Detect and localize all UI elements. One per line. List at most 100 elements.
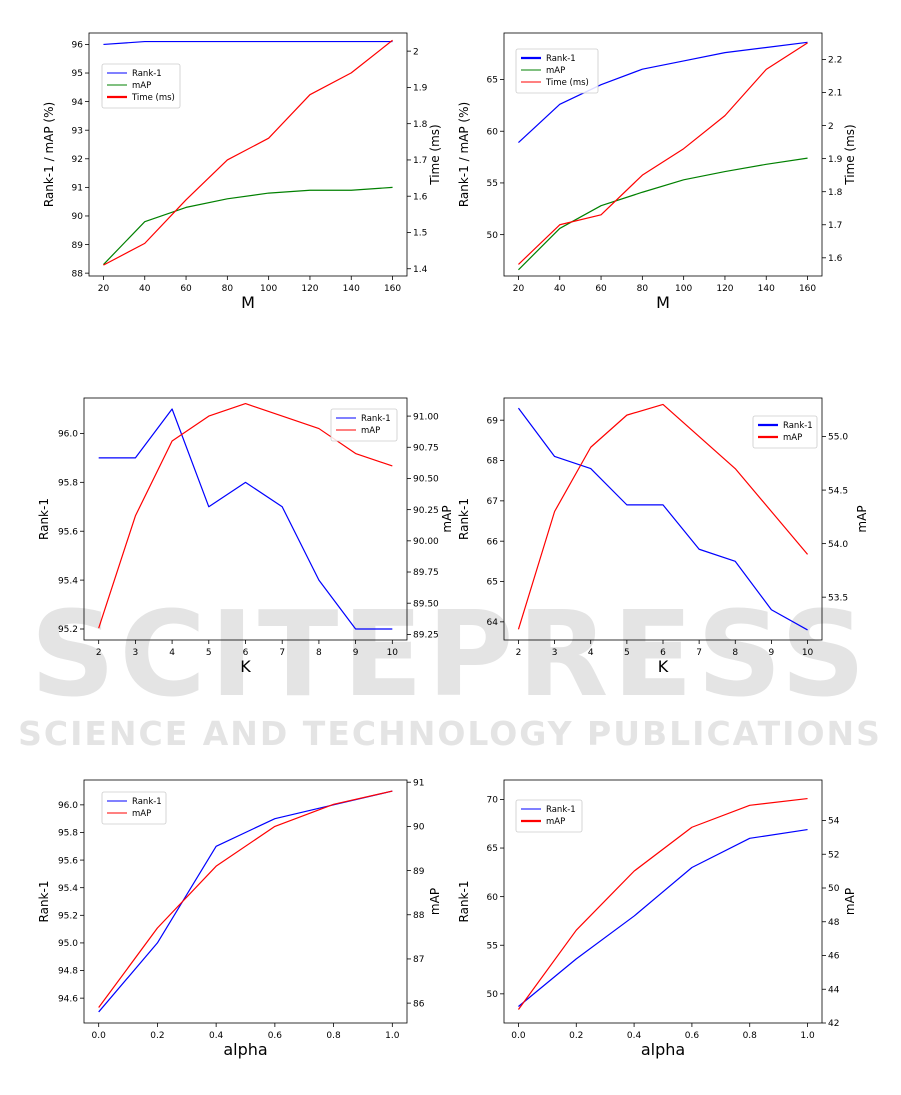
x-tick-label: 2 xyxy=(516,648,522,658)
y-tick-label: 95.4 xyxy=(58,884,78,894)
y2-tick-label: 52 xyxy=(828,850,839,860)
x-tick-label: 20 xyxy=(98,284,110,294)
chart-panels: 20 40 60 80 100 120 140 1608889909192939495961.… xyxy=(37,32,869,1059)
legend-label: mAP xyxy=(361,426,380,436)
y2-tick-label: 55.0 xyxy=(828,433,848,443)
y-axis-label: Rank-1 xyxy=(457,498,471,540)
x-tick-label: 60 xyxy=(595,284,607,294)
series-line-2 xyxy=(98,403,393,629)
y-tick-label: 91 xyxy=(72,184,83,194)
y2-tick-label: 1.9 xyxy=(828,155,843,165)
y-tick-label: 55 xyxy=(487,179,498,189)
y2-tick-label: 1.8 xyxy=(828,188,843,198)
y-tick-label: 68 xyxy=(487,457,499,467)
y2-tick-label: 89.25 xyxy=(413,631,439,641)
y-tick-label: 95.6 xyxy=(58,856,78,866)
y2-axis-label: mAP xyxy=(428,888,442,915)
chart-panel-2: 20 40 60 80 100 120 140 160 50 55 60 65 1.6 1.7 1.8 1.9… xyxy=(457,32,857,312)
x-tick-label: 0.0 xyxy=(511,1031,526,1041)
y-tick-label: 93 xyxy=(72,126,83,136)
x-axis-label: K xyxy=(240,657,251,676)
x-tick-label: 0.4 xyxy=(209,1031,224,1041)
legend-box xyxy=(330,408,398,442)
series-line-1 xyxy=(98,408,393,630)
legend-label: mAP xyxy=(783,433,802,443)
y2-tick-label: 86 xyxy=(413,999,425,1009)
x-tick-label: 140 xyxy=(343,284,360,294)
y-tick-label: 95 xyxy=(72,69,83,79)
legend-label: Time (ms) xyxy=(131,93,175,103)
x-tick-label: 1.0 xyxy=(800,1031,815,1041)
x-tick-label: 8 xyxy=(316,648,322,658)
y2-axis-label: mAP xyxy=(843,888,857,915)
x-tick-label: 160 xyxy=(384,284,401,294)
x-tick-label: 60 xyxy=(180,284,192,294)
x-tick-label: 3 xyxy=(133,648,139,658)
x-tick-label: 3 xyxy=(552,648,558,658)
y2-tick-label: 54.5 xyxy=(828,486,848,496)
chart-panel-5: 0.0 0.2 0.4 0.6 0.8 1.0 94.6 94.8 95.0 95.2 95.4 95… xyxy=(37,778,442,1059)
x-tick-label: 10 xyxy=(387,648,399,658)
x-tick-label: 2 xyxy=(96,648,102,658)
y2-tick-label: 88 xyxy=(413,911,425,921)
y2-tick-label: 44 xyxy=(828,985,840,995)
chart-panel-4: 2 3 4 5 6 7 8 9 1064656667686953.554.054.555.0KR… xyxy=(457,397,869,676)
y2-tick-label: 54.0 xyxy=(828,540,848,550)
y-axis-label: Rank-1 / mAP (%) xyxy=(42,102,56,207)
x-tick-label: 120 xyxy=(301,284,318,294)
y2-axis-label: Time (ms) xyxy=(428,124,442,186)
series-line-3 xyxy=(103,39,393,266)
legend-label: Rank-1 xyxy=(783,421,813,431)
y2-tick-label: 1.8 xyxy=(413,120,428,130)
plot-frame xyxy=(83,779,408,1024)
x-tick-label: 9 xyxy=(353,648,359,658)
y-axis-label: Rank-1 xyxy=(37,881,51,923)
watermark: SCITEPRESS SCIENCE AND TECHNOLOGY PUBLIC… xyxy=(18,585,880,753)
y2-axis-label: mAP xyxy=(440,505,454,532)
chart-panel-6: 0.0 0.2 0.4 0.6 0.8 1.0 50 55 60 65 70 42 44 46 48 50 52… xyxy=(457,779,857,1059)
plot-frame xyxy=(503,779,823,1024)
y2-tick-label: 90.75 xyxy=(413,443,439,453)
y2-tick-label: 90 xyxy=(413,823,425,833)
y-axis-label: Rank-1 xyxy=(457,881,471,923)
legend: Rank-1 mAP xyxy=(515,799,583,833)
x-tick-label: 120 xyxy=(716,284,733,294)
legend-label: Rank-1 xyxy=(546,54,576,64)
legend-label: Time (ms) xyxy=(545,78,589,88)
x-tick-label: 0.6 xyxy=(685,1031,700,1041)
y-tick-label: 65 xyxy=(487,578,498,588)
x-tick-label: 0.4 xyxy=(627,1031,642,1041)
series-line-2 xyxy=(517,403,809,630)
y-tick-label: 90 xyxy=(72,212,84,222)
x-tick-label: 1.0 xyxy=(385,1031,400,1041)
x-tick-label: 80 xyxy=(222,284,234,294)
legend-label: mAP xyxy=(132,809,151,819)
legend: Rank-1 mAP xyxy=(330,408,398,442)
watermark-brand: SCITEPRESS xyxy=(30,585,869,723)
y-tick-label: 69 xyxy=(487,416,499,426)
y-tick-label: 94.8 xyxy=(58,967,78,977)
x-tick-label: 0.0 xyxy=(92,1031,107,1041)
x-axis-label: M xyxy=(656,293,670,312)
y-tick-label: 60 xyxy=(487,893,499,903)
y2-tick-label: 89.75 xyxy=(413,568,439,578)
x-tick-label: 8 xyxy=(732,648,738,658)
x-tick-label: 80 xyxy=(637,284,649,294)
x-tick-label: 20 xyxy=(513,284,525,294)
y-tick-label: 67 xyxy=(487,497,498,507)
y2-tick-label: 2.1 xyxy=(828,89,842,99)
plot-frame xyxy=(503,397,823,641)
legend: Rank-1 mAP Time (ms) xyxy=(515,48,599,94)
series-line-2 xyxy=(517,797,808,1010)
y-tick-label: 66 xyxy=(487,537,499,547)
y-tick-label: 89 xyxy=(72,241,84,251)
x-tick-label: 6 xyxy=(660,648,666,658)
legend-label: mAP xyxy=(546,66,565,76)
y2-tick-label: 54 xyxy=(828,817,840,827)
y-tick-label: 50 xyxy=(487,231,499,241)
y-tick-label: 70 xyxy=(487,796,499,806)
y-tick-label: 95.2 xyxy=(58,912,78,922)
y2-tick-label: 1.4 xyxy=(413,265,428,275)
y-tick-label: 95.0 xyxy=(58,939,78,949)
y-tick-label: 50 xyxy=(487,990,499,1000)
